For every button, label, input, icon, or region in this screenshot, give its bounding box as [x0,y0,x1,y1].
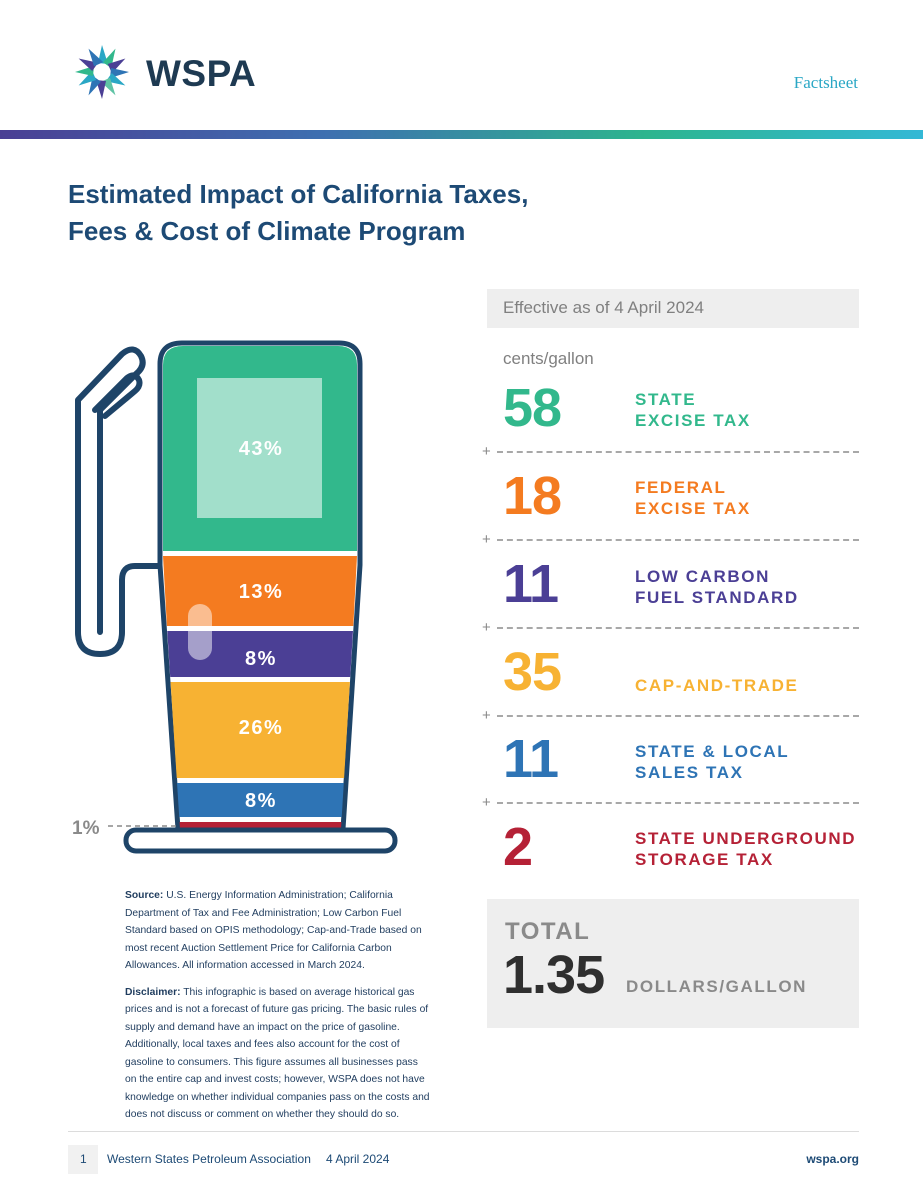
row-separator [497,539,859,541]
row-separator [497,802,859,804]
pump-hose-outline [75,346,163,657]
tax-label: LOW CARBON FUEL STANDARD [635,566,799,608]
tax-label-line: EXCISE TAX [635,411,751,430]
total-value: 1.35 [503,945,605,1005]
logo-petal [98,45,108,64]
pump-segment-percent-label: 26% [239,717,284,739]
notes-section: Source: U.S. Energy Information Administ… [125,887,430,1133]
disclaimer-note: Disclaimer: This infographic is based on… [125,984,430,1124]
tax-value: 58 [503,378,562,438]
logo-petal [75,66,94,76]
page-title-line-1: Estimated Impact of California Taxes, [68,179,529,209]
tax-label-line: STATE [635,390,697,409]
tax-value: 35 [503,642,562,702]
footer-organization: Western States Petroleum Association [107,1152,311,1166]
storage-tax-percent-callout: 1% [72,818,100,839]
pump-base [123,827,398,854]
wspa-logo-mark-icon [72,42,132,102]
plus-sign: + [482,531,491,548]
plus-sign: + [482,443,491,460]
pump-segment-percent-label: 13% [239,581,284,603]
tax-label-line: EXCISE TAX [635,499,751,518]
pump-segment-4 [170,682,350,778]
tax-value: 11 [503,729,559,789]
total-unit: DOLLARS/GALLON [626,977,808,996]
tax-value: 11 [503,554,559,614]
pump-segment-3 [167,631,353,677]
logo-petal [110,68,129,78]
logo-petal [105,73,126,86]
source-text: U.S. Energy Information Administration; … [125,890,422,971]
row-separator [497,627,859,629]
tax-label-line: STATE & LOCAL [635,742,790,761]
tax-label-line: LOW CARBON [635,567,770,586]
disclaimer-text: This infographic is based on average his… [125,986,430,1121]
row-separator [497,715,859,717]
pump-segment-5 [177,783,344,817]
tax-label: STATE UNDERGROUND STORAGE TAX [635,828,856,870]
logo-petal [78,58,99,71]
tax-label: STATE & LOCAL SALES TAX [635,741,789,783]
plus-sign: + [482,707,491,724]
tax-label-line: CAP-AND-TRADE [635,676,799,695]
page-title-line-2: Fees & Cost of Climate Program [68,216,466,246]
tax-label-line: FEDERAL [635,478,727,497]
logo-petal [103,48,116,69]
tax-label-line: STATE UNDERGROUND [635,829,857,848]
footer-divider [68,1131,859,1132]
total-box [487,899,859,1028]
footer-website-link[interactable]: wspa.org [806,1152,859,1166]
tax-label: STATE EXCISE TAX [635,389,751,431]
page-number-box [68,1145,98,1174]
tax-value: 18 [503,466,562,526]
row-separator [497,451,859,453]
source-note: Source: U.S. Energy Information Administ… [125,887,430,975]
unit-label: cents/gallon [503,349,594,368]
disclaimer-label: Disclaimer: [125,986,181,998]
tax-label: CAP-AND-TRADE [635,675,798,696]
footer-date: 4 April 2024 [326,1152,390,1166]
wspa-logo-text: WSPA [146,53,257,94]
header-gradient-bar [0,130,923,139]
doc-type-label: Factsheet [793,73,858,92]
tax-label-line: FUEL STANDARD [635,588,799,607]
gas-pump-infographic: 43% 13% 8% 26% 8% 1% [72,340,398,854]
plus-sign: + [482,794,491,811]
pump-segment-percent-label: 8% [245,648,277,670]
pump-display-window [197,378,322,518]
logo-petal [88,48,104,67]
pump-highlight [188,604,212,660]
tax-value: 2 [503,817,533,877]
tax-label: FEDERAL EXCISE TAX [635,477,751,519]
effective-date-text: Effective as of 4 April 2024 [503,298,704,317]
plus-sign: + [482,619,491,636]
effective-date-box [487,289,859,328]
pump-segment-percent-label: 8% [245,790,277,812]
pump-handle-outline [92,372,143,419]
pump-segment-2 [163,556,357,626]
total-label: TOTAL [505,918,591,945]
pump-segment-percent-label: 43% [239,438,284,460]
page-title: Estimated Impact of California Taxes, Fe… [68,176,668,250]
page-number: 1 [80,1152,87,1166]
logo-petal [96,80,106,99]
source-label: Source: [125,890,164,901]
tax-label-line: SALES TAX [635,763,744,782]
tax-label-line: STORAGE TAX [635,850,774,869]
logo-petal [88,75,101,96]
